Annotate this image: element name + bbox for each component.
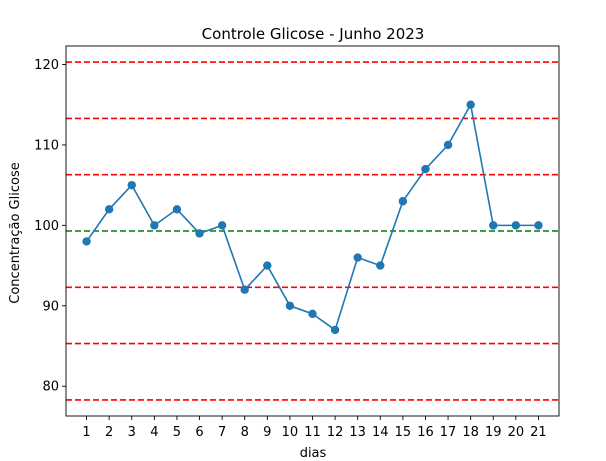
x-tick-label-3: 3	[128, 425, 136, 440]
x-tick-label-6: 6	[195, 425, 203, 440]
x-tick-label-8: 8	[241, 425, 249, 440]
data-point-7	[217, 221, 227, 230]
x-tick-label-12: 12	[327, 425, 344, 440]
x-tick-label-11: 11	[304, 425, 321, 440]
plot-frame	[65, 45, 560, 417]
data-point-13	[353, 253, 362, 262]
data-point-15	[398, 197, 408, 206]
data-point-19	[489, 221, 498, 230]
y-tick-label-110: 110	[34, 138, 59, 153]
x-tick-label-4: 4	[150, 425, 158, 440]
data-point-6	[195, 229, 204, 238]
y-tick-label-100: 100	[34, 219, 59, 234]
data-point-11	[308, 309, 317, 319]
x-tick-label-10: 10	[282, 425, 299, 440]
y-axis-label: Concentração Glicose	[8, 162, 23, 303]
data-point-12	[330, 325, 340, 335]
data-point-17	[443, 140, 453, 150]
x-tick-label-2: 2	[105, 425, 113, 440]
data-point-20	[511, 221, 521, 230]
x-tick-label-15: 15	[395, 425, 412, 440]
x-tick-label-21: 21	[530, 425, 547, 440]
chart-title: Controle Glicose - Junho 2023	[202, 25, 425, 43]
data-point-8	[240, 285, 249, 294]
data-point-14	[376, 261, 385, 270]
x-tick-label-1: 1	[82, 425, 90, 440]
data-point-2	[104, 205, 114, 214]
x-axis-label: dias	[300, 446, 327, 461]
data-point-16	[421, 164, 430, 174]
x-tick-label-13: 13	[349, 425, 366, 440]
y-tick-label-90: 90	[42, 299, 59, 314]
x-tick-label-9: 9	[263, 425, 271, 440]
x-tick-label-5: 5	[173, 425, 181, 440]
y-tick-label-80: 80	[42, 380, 59, 395]
x-tick-label-14: 14	[372, 425, 389, 440]
data-point-10	[285, 301, 295, 311]
x-tick-label-17: 17	[440, 425, 457, 440]
x-tick-label-16: 16	[417, 425, 434, 440]
data-point-4	[150, 221, 159, 230]
x-tick-label-18: 18	[462, 425, 479, 440]
data-point-9	[263, 261, 272, 270]
x-tick-label-7: 7	[218, 425, 226, 440]
plot-area: 1 2 3 4 5 6 7 8 9 10 11 12 13 14 15 16 17 18 19 20 218090100…	[34, 45, 560, 440]
data-point-5	[172, 205, 182, 214]
x-tick-label-20: 20	[508, 425, 525, 440]
data-point-3	[127, 180, 136, 190]
data-point-1	[82, 237, 91, 246]
data-point-21	[534, 221, 543, 230]
y-tick-label-120: 120	[34, 58, 59, 73]
data-point-18	[466, 100, 475, 109]
x-tick-label-19: 19	[485, 425, 502, 440]
